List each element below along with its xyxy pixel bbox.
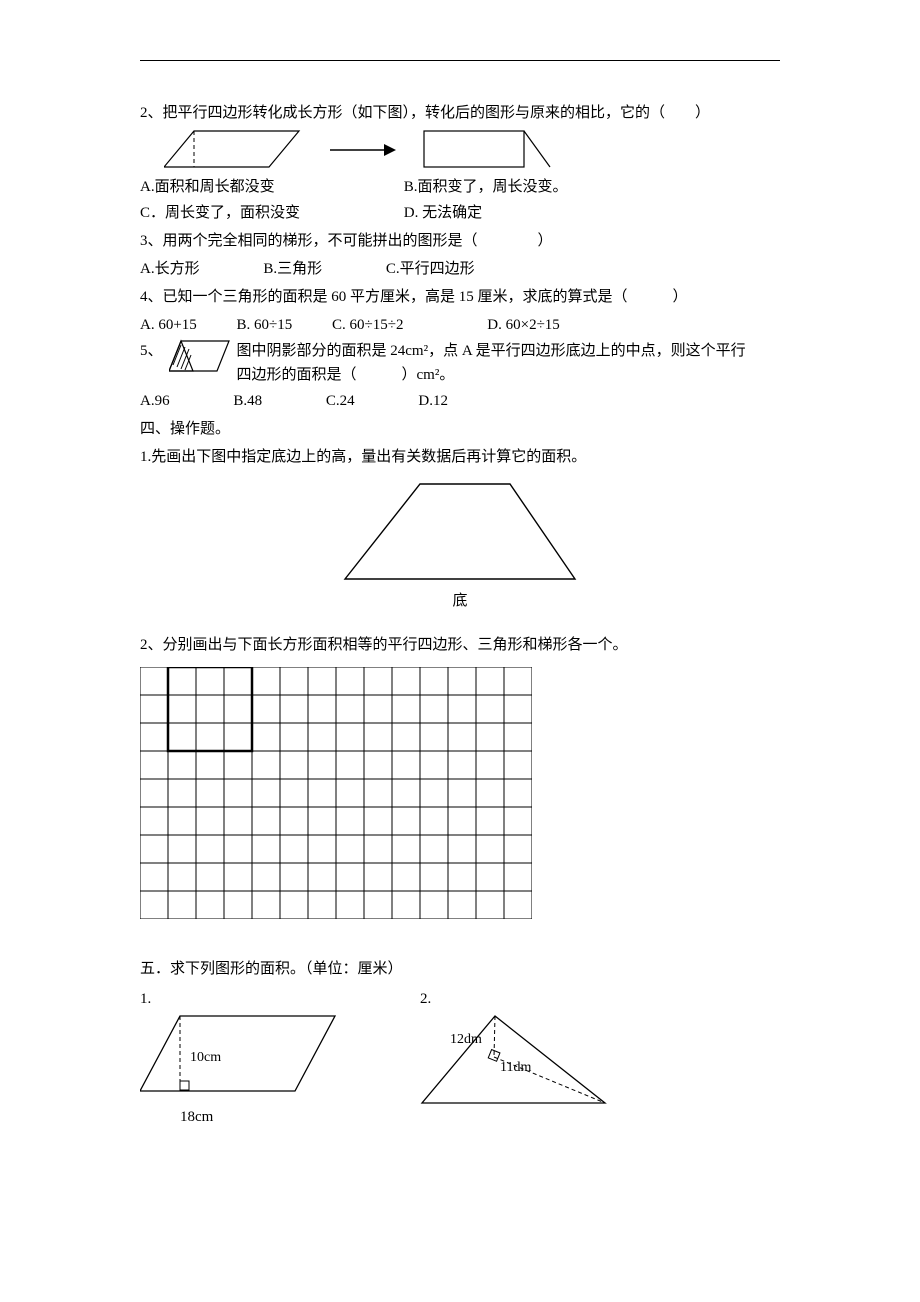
q2-optC: C．周长变了，面积没变 — [140, 201, 360, 225]
svg-text:11dm: 11dm — [500, 1060, 531, 1075]
q3-options: A.长方形 B.三角形 C.平行四边形 — [140, 257, 780, 281]
q4-stem: 4、已知一个三角形的面积是 60 平方厘米，高是 15 厘米，求底的算式是（ ） — [140, 285, 780, 309]
q2-rectangle — [422, 129, 552, 171]
q5-optC: C.24 — [326, 389, 355, 413]
q4-options: A. 60+15 B. 60÷15 C. 60÷15÷2 D. 60×2÷15 — [140, 313, 780, 337]
sec5-figures: 1. 10cm 18cm 2. 12dm 11dm — [140, 987, 780, 1129]
trapezoid-icon — [340, 479, 580, 589]
sec4-trapezoid-figure: 底 — [140, 479, 780, 613]
sec4-q1: 1.先画出下图中指定底边上的高，量出有关数据后再计算它的面积。 — [140, 445, 780, 469]
trap-base-label: 底 — [452, 589, 467, 613]
sec5-triangle: 12dm 11dm — [420, 1011, 610, 1111]
q5-shaded-parallelogram — [169, 339, 231, 375]
q4-optD: D. 60×2÷15 — [487, 313, 560, 337]
q5-optD: D.12 — [418, 389, 448, 413]
q2-optA: A.面积和周长都没变 — [140, 175, 360, 199]
q3-optB: B.三角形 — [263, 257, 322, 281]
q2-options-row2: C．周长变了，面积没变 D. 无法确定 — [140, 201, 780, 225]
sec5-n2: 2. — [420, 987, 610, 1011]
q5-optA: A.96 — [140, 389, 170, 413]
q5-text1: 图中阴影部分的面积是 24cm²，点 A 是平行四边形底边上的中点，则这个平行 — [237, 339, 780, 363]
sec4-grid — [140, 667, 532, 919]
sec5-title: 五．求下列图形的面积。（单位：厘米） — [140, 957, 780, 981]
sec5-parallelogram: 10cm — [140, 1011, 340, 1101]
q3-optA: A.长方形 — [140, 257, 200, 281]
q5-prefix: 5、 — [140, 339, 163, 363]
q3-optC: C.平行四边形 — [386, 257, 475, 281]
q4-optB: B. 60÷15 — [237, 313, 293, 337]
q2-optD: D. 无法确定 — [404, 201, 482, 225]
sec4-title: 四、操作题。 — [140, 417, 780, 441]
q5-row: 5、 图中阴影部分的面积是 24cm²，点 A 是平行四边形底边上的中点，则这个… — [140, 339, 780, 387]
arrow-right-icon — [328, 140, 398, 160]
svg-text:12dm: 12dm — [450, 1032, 482, 1047]
sec5-fig1-col: 1. 10cm 18cm — [140, 987, 340, 1129]
top-rule — [140, 60, 780, 61]
sec5-fig1-base: 18cm — [180, 1105, 340, 1129]
q4-optA: A. 60+15 — [140, 313, 197, 337]
sec4-q2: 2、分别画出与下面长方形面积相等的平行四边形、三角形和梯形各一个。 — [140, 633, 780, 657]
q4-optC: C. 60÷15÷2 — [332, 313, 403, 337]
svg-text:10cm: 10cm — [190, 1050, 221, 1065]
q3-stem: 3、用两个完全相同的梯形，不可能拼出的图形是（ ） — [140, 229, 780, 253]
q5-text2: 四边形的面积是（ ）cm²。 — [237, 363, 780, 387]
sec5-n1: 1. — [140, 987, 340, 1011]
q2-figure-row — [164, 129, 780, 171]
q5-options: A.96 B.48 C.24 D.12 — [140, 389, 780, 413]
q2-stem: 2、把平行四边形转化成长方形（如下图），转化后的图形与原来的相比，它的（ ） — [140, 101, 780, 125]
sec5-fig2-col: 2. 12dm 11dm — [420, 987, 610, 1129]
q2-parallelogram — [164, 129, 304, 171]
q5-optB: B.48 — [233, 389, 262, 413]
q2-options-row1: A.面积和周长都没变 B.面积变了，周长没变。 — [140, 175, 780, 199]
q2-optB: B.面积变了，周长没变。 — [404, 175, 568, 199]
